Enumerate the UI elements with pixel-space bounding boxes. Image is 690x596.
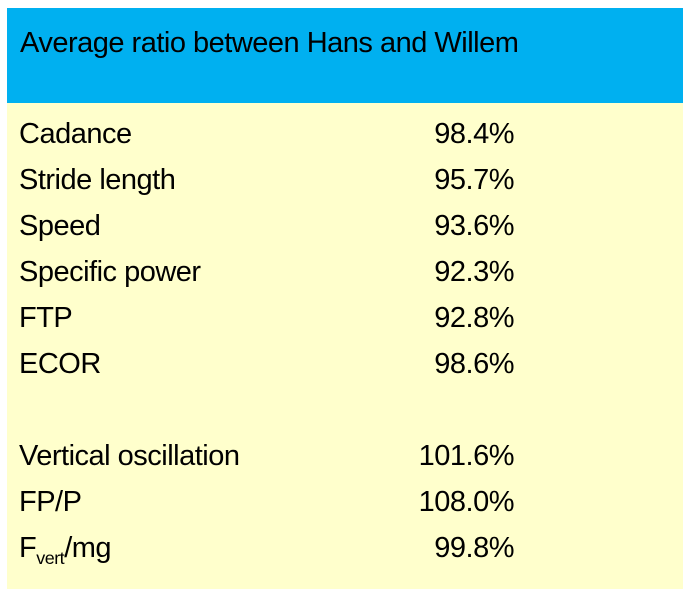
row-label: Fvert/mg xyxy=(19,531,112,568)
table-row-blank xyxy=(19,387,514,433)
table-body: Cadance 98.4% Stride length 95.7% Speed 93.6%… xyxy=(7,103,683,589)
table-row: Speed 93.6% xyxy=(19,203,514,249)
row-value: 108.0% xyxy=(418,485,515,518)
row-label: FTP xyxy=(19,301,73,334)
table-row: Specific power 92.3% xyxy=(19,249,514,295)
row-value: 95.7% xyxy=(434,163,514,196)
row-label: FP/P xyxy=(19,485,82,518)
table-title: Average ratio between Hans and Willem xyxy=(7,8,683,103)
row-label: Speed xyxy=(19,209,101,242)
table-row: Stride length 95.7% xyxy=(19,157,514,203)
table-row: FTP 92.8% xyxy=(19,295,514,341)
row-value: 92.3% xyxy=(434,255,514,288)
row-value: 98.4% xyxy=(434,117,514,150)
row-label: Stride length xyxy=(19,163,176,196)
table-row: Vertical oscillation 101.6% xyxy=(19,433,515,479)
row-label-subscript: vert xyxy=(36,547,65,568)
table-row: Cadance 98.4% xyxy=(19,111,514,157)
row-value: 99.8% xyxy=(434,531,514,564)
row-value: 101.6% xyxy=(418,439,515,472)
row-value: 93.6% xyxy=(434,209,514,242)
table-row: ECOR 98.6% xyxy=(19,341,514,387)
row-label: Vertical oscillation xyxy=(19,439,240,472)
row-label: ECOR xyxy=(19,347,101,380)
row-value: 92.8% xyxy=(434,301,514,334)
row-label: Cadance xyxy=(19,117,132,150)
table-row: FP/P 108.0% xyxy=(19,479,515,525)
table-row: Fvert/mg 99.8% xyxy=(19,525,514,571)
row-value: 98.6% xyxy=(434,347,514,380)
ratio-table: Average ratio between Hans and Willem Ca… xyxy=(7,8,683,589)
row-label: Specific power xyxy=(19,255,201,288)
